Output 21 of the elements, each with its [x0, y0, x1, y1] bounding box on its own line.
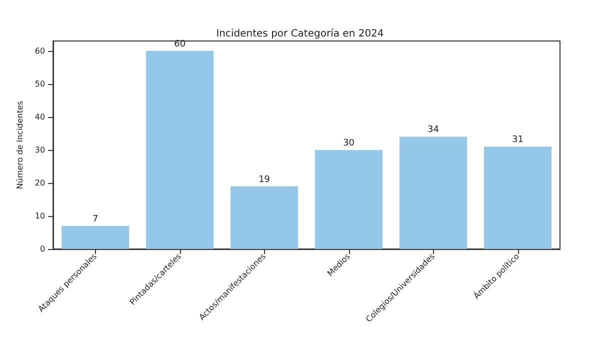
bar: [484, 146, 552, 249]
data-label: 7: [92, 214, 98, 224]
y-axis-title: Número de Incidentes: [16, 100, 24, 190]
y-tick-label: 30: [34, 145, 46, 154]
data-label: 34: [428, 125, 440, 136]
data-label: 19: [258, 174, 270, 185]
bar: [399, 136, 468, 249]
bar: [314, 150, 383, 249]
y-tick-label: 0: [40, 244, 46, 254]
bar: [146, 50, 214, 249]
chart-title: Incidentes por Categoría en 2024: [216, 28, 384, 40]
y-tick-label: 60: [34, 46, 46, 56]
data-label: 60: [174, 39, 186, 50]
bar: [62, 226, 130, 249]
y-tick-label: 50: [34, 79, 46, 88]
y-tick-label: 10: [34, 211, 46, 220]
data-label: 31: [512, 135, 524, 146]
data-label: 30: [343, 138, 355, 148]
y-tick-label: 20: [34, 178, 46, 188]
y-tick-label: 40: [34, 112, 46, 122]
bar: [230, 186, 298, 249]
